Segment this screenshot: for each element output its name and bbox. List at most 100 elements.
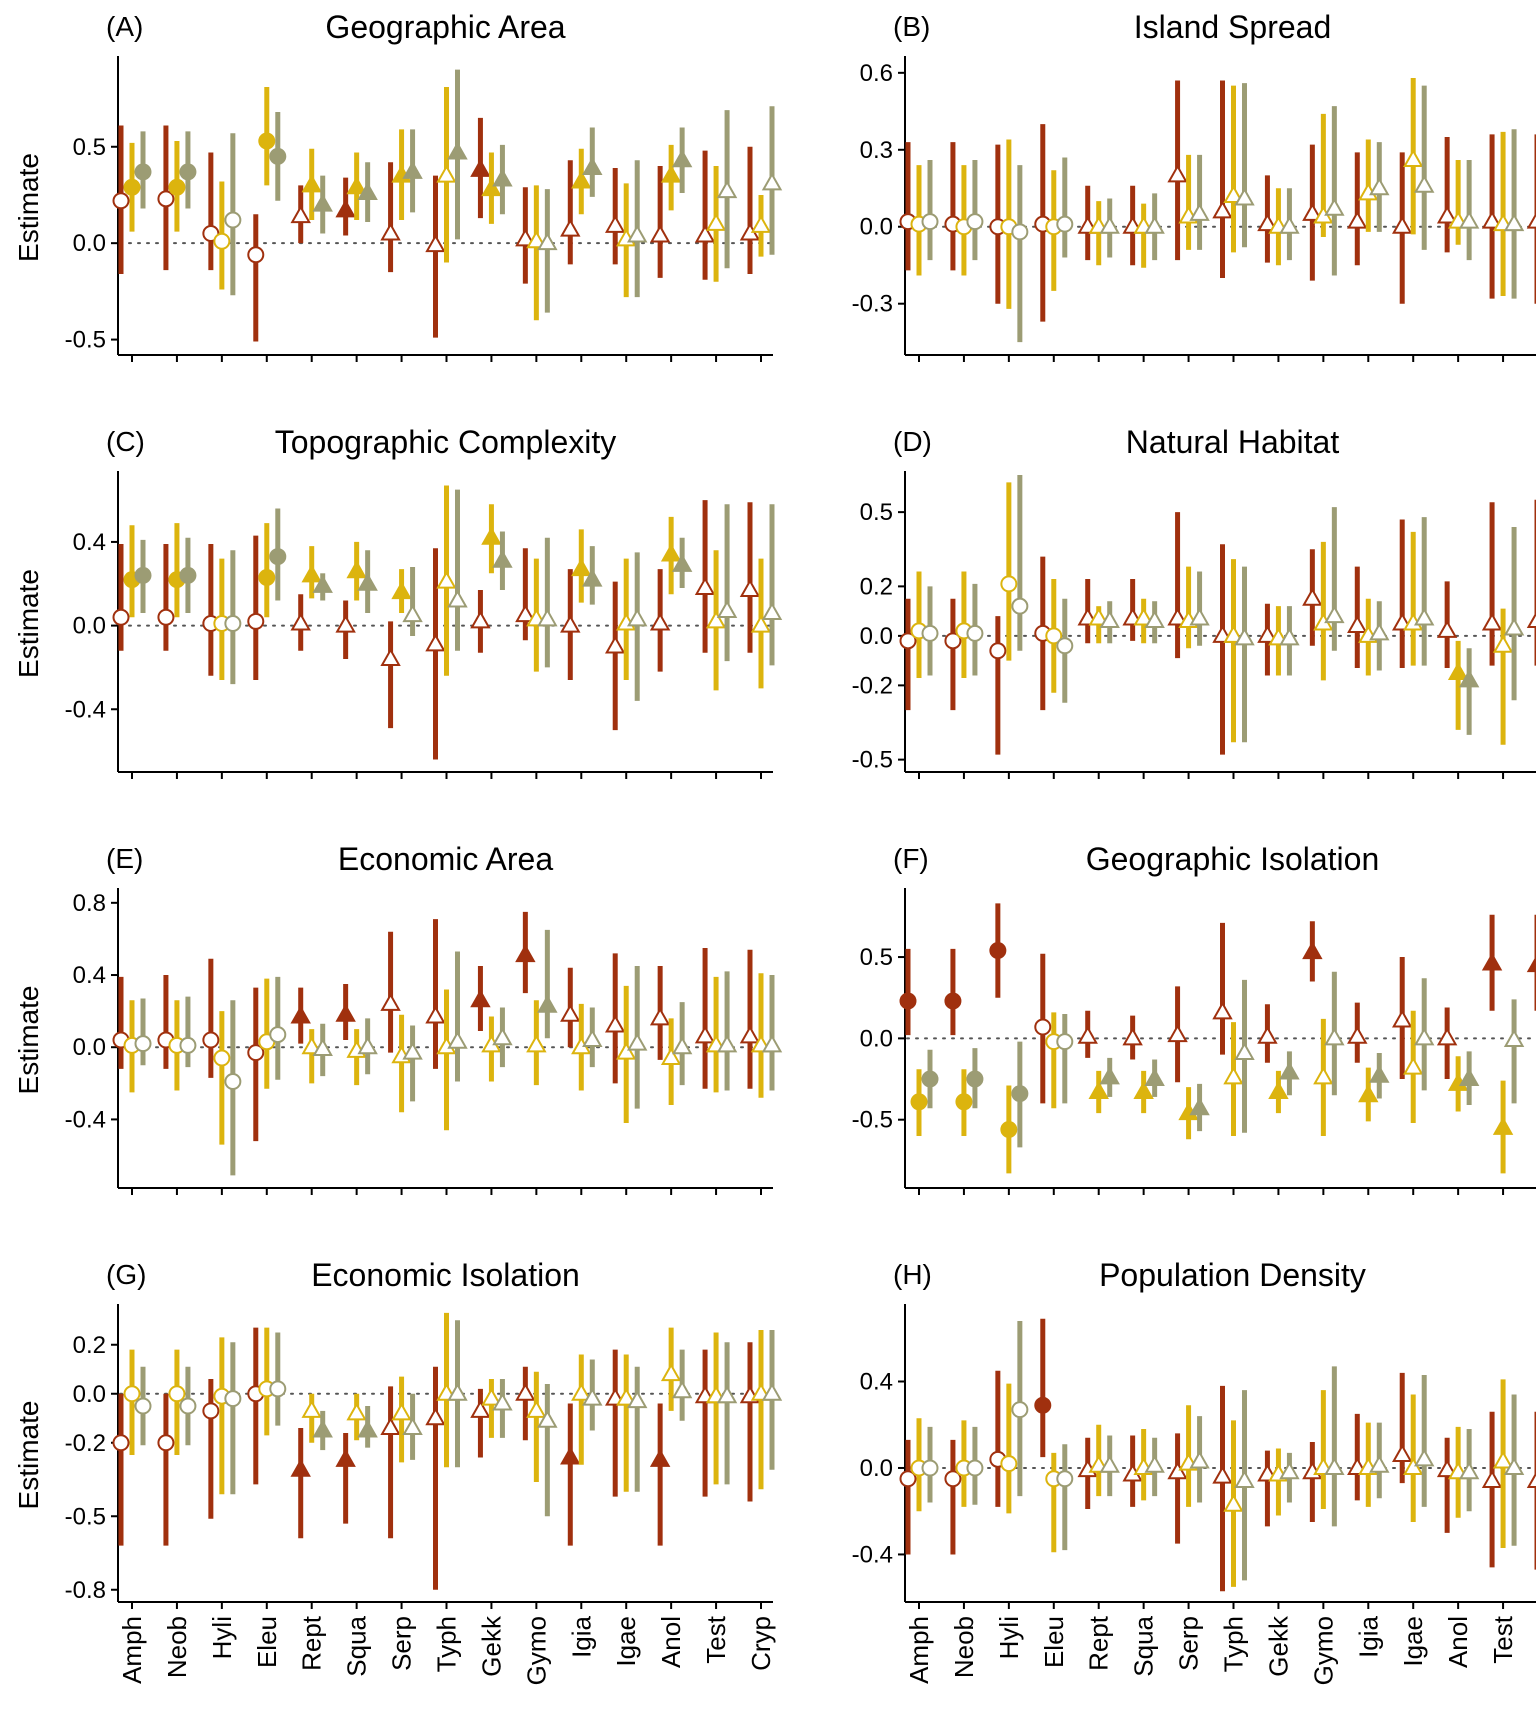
estimate-point <box>224 615 242 632</box>
estimate-point <box>604 214 626 233</box>
estimate-point <box>1302 202 1323 221</box>
estimate-point <box>1189 1097 1210 1116</box>
estimate-point <box>179 163 197 181</box>
estimate-point <box>944 1470 962 1488</box>
estimate-point <box>357 1036 378 1055</box>
y-tick-label: 0.0 <box>73 1034 106 1061</box>
estimate-point <box>1257 213 1278 232</box>
estimate-point <box>1481 952 1503 971</box>
estimate-point <box>134 1397 152 1415</box>
estimate-point <box>1402 1056 1424 1075</box>
estimate-point <box>750 214 772 233</box>
estimate-point <box>944 992 962 1010</box>
y-tick-label: -0.4 <box>852 1541 893 1568</box>
estimate-point <box>1413 174 1435 193</box>
estimate-point <box>202 1031 220 1049</box>
estimate-point <box>1391 1443 1413 1462</box>
estimate-point <box>312 574 333 593</box>
estimate-point <box>1279 627 1300 646</box>
y-tick-label: -0.4 <box>65 696 106 723</box>
estimate-point <box>157 608 175 626</box>
estimate-point <box>660 543 682 562</box>
estimate-point <box>1088 1081 1109 1100</box>
estimate-point <box>944 632 962 650</box>
estimate-point <box>447 589 468 608</box>
estimate-point <box>1526 955 1536 973</box>
estimate-point <box>470 989 491 1008</box>
panel-f: (F) Geographic Isolation -0.5 0.0 0.5 <box>852 841 1536 1195</box>
estimate-point <box>380 222 401 241</box>
estimate-point <box>335 199 356 218</box>
estimate-point <box>402 160 423 179</box>
estimate-point <box>1167 607 1188 626</box>
estimate-point <box>436 164 457 183</box>
estimate-point <box>1144 609 1165 629</box>
estimate-point <box>1189 202 1210 221</box>
estimate-point <box>1234 627 1255 646</box>
estimate-point <box>649 612 671 631</box>
estimate-point <box>1234 187 1255 206</box>
estimate-point <box>1324 1027 1345 1046</box>
estimate-point <box>346 560 367 579</box>
estimate-point <box>391 1402 412 1421</box>
estimate-point <box>989 642 1007 660</box>
estimate-point <box>1436 1027 1458 1046</box>
panel-tag: (G) <box>106 1259 146 1290</box>
y-tick-label: -0.5 <box>65 1503 106 1530</box>
estimate-point <box>1144 1068 1165 1087</box>
panel-tag: (D) <box>893 426 932 457</box>
y-tick-label: 0.0 <box>860 1455 893 1482</box>
estimate-point <box>1077 1025 1098 1044</box>
estimate-point <box>626 608 648 627</box>
estimate-point <box>134 566 152 584</box>
x-tick-label: Eleu <box>252 1616 282 1668</box>
estimate-point <box>1458 1461 1480 1480</box>
estimate-point <box>660 1363 682 1382</box>
estimate-point <box>357 572 378 591</box>
estimate-point <box>1189 1450 1210 1469</box>
estimate-point <box>247 1044 265 1062</box>
estimate-point <box>492 549 513 568</box>
estimate-point <box>269 1380 287 1398</box>
y-tick-label: 0.2 <box>73 1332 106 1359</box>
estimate-point <box>1526 212 1536 229</box>
estimate-point <box>537 232 558 251</box>
estimate-point <box>537 608 558 627</box>
estimate-point <box>112 1434 130 1452</box>
estimate-point <box>179 1397 197 1415</box>
estimate-point <box>537 1409 558 1428</box>
estimate-point <box>312 1037 333 1057</box>
y-tick-label: -0.2 <box>65 1430 106 1457</box>
panel-tag: (F) <box>893 843 929 874</box>
y-tick-label: -0.3 <box>852 291 893 318</box>
panel-title: Economic Isolation <box>311 1257 580 1293</box>
estimate-point <box>716 599 738 618</box>
estimate-point <box>202 1402 220 1420</box>
estimate-point <box>1492 634 1514 653</box>
estimate-point <box>626 224 648 243</box>
estimate-point <box>604 635 626 654</box>
panel-title: Topographic Complexity <box>275 424 617 460</box>
estimate-point <box>515 1382 536 1401</box>
estimate-point <box>312 1419 333 1438</box>
estimate-point <box>301 1036 322 1055</box>
estimate-point <box>1212 1465 1233 1484</box>
estimate-point <box>560 218 581 237</box>
estimate-point <box>470 158 491 177</box>
estimate-point <box>582 1028 603 1047</box>
estimate-point <box>1257 1025 1278 1044</box>
estimate-point <box>1279 1461 1300 1480</box>
estimate-point <box>391 581 412 600</box>
estimate-point <box>1391 1009 1413 1028</box>
estimate-point <box>660 1047 682 1066</box>
estimate-point <box>312 193 333 212</box>
x-tick-label: Serp <box>387 1616 417 1671</box>
estimate-point <box>716 1385 738 1404</box>
x-tick-label: Test <box>701 1615 731 1663</box>
estimate-point <box>213 1049 231 1067</box>
estimate-point <box>582 1387 603 1406</box>
estimate-point <box>247 612 265 630</box>
x-tick-label: Igae <box>611 1616 641 1667</box>
estimate-point <box>899 1470 917 1488</box>
